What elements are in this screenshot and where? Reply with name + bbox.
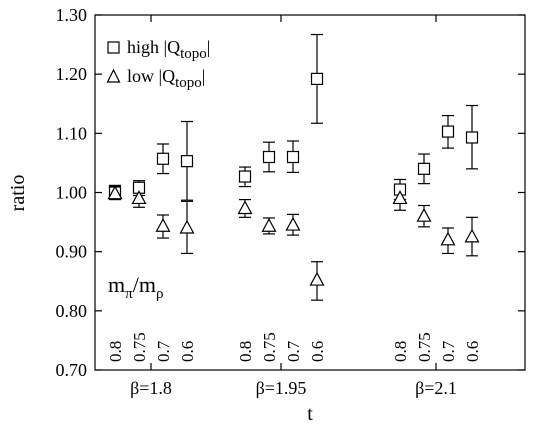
data-point-triangle [416,207,432,222]
sub-label: 0.8 [106,341,125,362]
data-point-square [417,162,431,175]
data-point-square [262,150,276,164]
sub-label: 0.8 [236,341,255,362]
sub-label: 0.75 [130,332,149,362]
data-point-square [156,152,170,165]
mass-ratio-annotation: mπ/mρ [108,272,163,302]
sub-labels: 0.8 0.75 0.7 0.6 0.8 0.75 0.7 0.6 0.8 0.75 0.7 0.6 [106,332,482,362]
data-point-triangle [155,217,171,232]
data-point-triangle [285,216,301,231]
group-label: β=1.8 [130,378,172,398]
sub-label: 0.75 [415,332,434,362]
group-label: β=2.1 [415,378,457,398]
y-tick-label: 0.70 [56,360,88,380]
data-point-triangle [131,190,147,205]
y-tick-label: 1.20 [56,64,88,84]
data-point-triangle [179,219,195,234]
sub-label: 0.7 [284,340,303,362]
legend-square-marker [107,41,120,54]
legend-high-label: high |Qtopo| [127,37,210,62]
sub-label: 0.75 [260,332,279,362]
y-tick-label: 1.00 [56,183,88,203]
sub-label: 0.6 [178,341,197,362]
sub-label: 0.6 [308,341,327,362]
y-tick-label: 1.30 [56,5,88,25]
data-point-triangle [464,228,480,243]
legend-triangle-marker [106,68,121,83]
y-tick-label: 0.80 [56,301,88,321]
sub-label: 0.7 [439,340,458,362]
data-point-square [441,125,455,138]
data-point-square [286,150,300,164]
data-point-triangle [392,190,408,205]
y-tick-label: 1.10 [56,123,88,143]
sub-label: 0.7 [154,340,173,362]
markers [107,72,480,286]
data-point-triangle [261,217,277,232]
data-point-triangle [237,200,253,215]
legend: high |Qtopo| low |Qtopo| [106,37,210,91]
data-point-triangle [107,185,123,200]
data-point-square [310,72,324,86]
data-point-triangle [440,231,456,246]
x-axis: β=1.8 β=1.95 β=2.1 [130,15,457,398]
sub-label: 0.8 [391,341,410,362]
x-axis-title: t [307,403,313,425]
sub-label: 0.6 [463,341,482,362]
y-axis-title: ratio [7,175,29,212]
data-point-square [238,170,252,183]
y-axis: 0.70 0.80 0.90 1.00 1.10 1.20 1.30 [56,5,525,380]
y-tick-label: 0.90 [56,242,88,262]
data-point-square [465,131,479,144]
legend-low-label: low |Qtopo| [127,66,205,91]
group-label: β=1.95 [256,378,307,398]
data-point-triangle [309,271,325,286]
data-point-square [180,155,194,168]
